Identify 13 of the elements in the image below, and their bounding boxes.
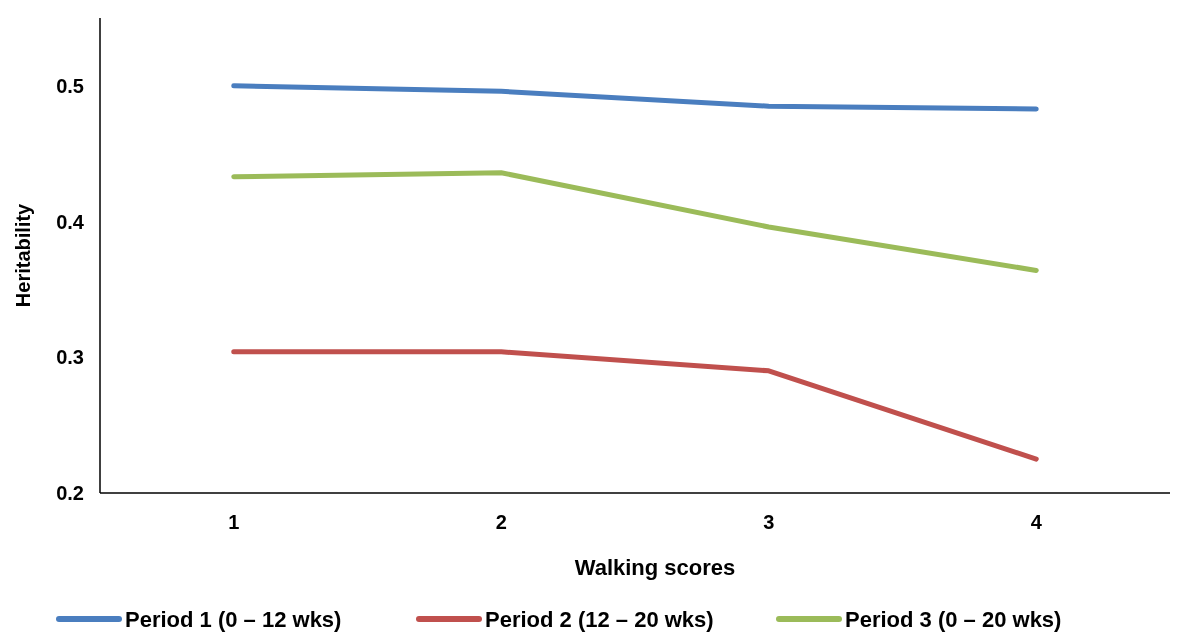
legend-label: Period 2 (12 – 20 wks): [485, 606, 714, 632]
y-axis-title: Heritability: [12, 202, 34, 308]
legend-label: Period 1 (0 – 12 wks): [125, 606, 342, 632]
y-tick-label: 0.3: [56, 346, 84, 369]
x-axis-title: Walking scores: [574, 555, 736, 580]
x-tick-label: 2: [495, 511, 507, 533]
y-tick-label: 0.5: [56, 74, 84, 97]
x-tick-label: 4: [1030, 511, 1043, 533]
y-tick-label: 0.2: [56, 482, 84, 504]
x-tick-label: 3: [763, 511, 775, 533]
y-tick-label: 0.4: [56, 210, 85, 233]
x-tick-label: 1: [228, 511, 240, 533]
legend-label: Period 3 (0 – 20 wks): [845, 606, 1062, 632]
